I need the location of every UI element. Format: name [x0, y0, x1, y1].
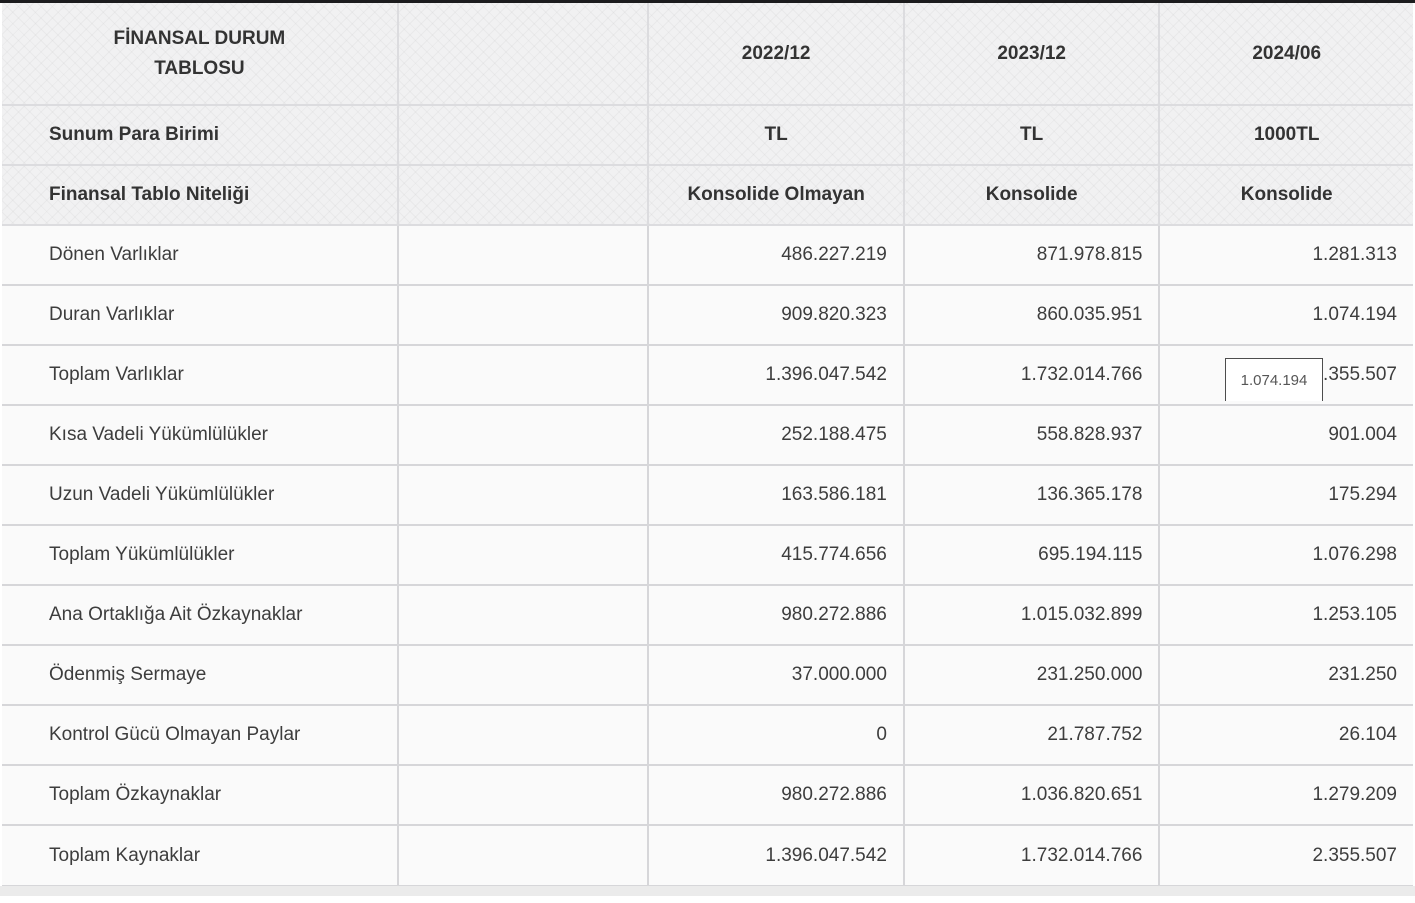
empty-cell [396, 224, 650, 286]
value-cell[interactable]: 901.004 [1158, 404, 1414, 466]
table-row-uzun-vadeli-yukumlulukler: Uzun Vadeli Yükümlülükler 163.586.181 13… [1, 464, 1414, 526]
empty-cell [396, 704, 650, 766]
top-border-bar [0, 0, 1415, 3]
table-header-row-periods: FİNANSAL DURUM TABLOSU 2022/12 2023/12 2… [1, 2, 1414, 106]
currency-row-label: Sunum Para Birimi [1, 104, 399, 166]
value-cell[interactable]: 1.074.194 [1158, 284, 1414, 346]
value-cell[interactable]: 909.820.323 [647, 284, 905, 346]
table-row-kontrol-gucu-olmayan-paylar: Kontrol Gücü Olmayan Paylar 0 21.787.752… [1, 704, 1414, 766]
value-cell[interactable]: 1.015.032.899 [902, 584, 1161, 646]
value-cell[interactable]: 871.978.815 [902, 224, 1161, 286]
statement-type-value: Konsolide Olmayan [647, 164, 905, 226]
table-row-toplam-ozkaynaklar: Toplam Özkaynaklar 980.272.886 1.036.820… [1, 764, 1414, 826]
empty-cell [396, 584, 650, 646]
empty-cell [396, 644, 650, 706]
currency-value: TL [902, 104, 1161, 166]
empty-cell [396, 284, 650, 346]
value-cell[interactable]: 860.035.951 [902, 284, 1161, 346]
table-row-duran-varliklar: Duran Varlıklar 909.820.323 860.035.951 … [1, 284, 1414, 346]
statement-type-value: Konsolide [902, 164, 1161, 226]
table-row-donen-varliklar: Dönen Varlıklar 486.227.219 871.978.815 … [1, 224, 1414, 286]
row-label: Uzun Vadeli Yükümlülükler [1, 464, 399, 526]
value-cell[interactable]: 486.227.219 [647, 224, 905, 286]
statement-type-value: Konsolide [1158, 164, 1414, 226]
empty-cell [396, 2, 650, 106]
value-cell[interactable]: 231.250.000 [902, 644, 1161, 706]
row-label: Kısa Vadeli Yükümlülükler [1, 404, 399, 466]
value-cell[interactable]: 163.586.181 [647, 464, 905, 526]
empty-cell [396, 764, 650, 826]
table-header-row-statement-type: Finansal Tablo Niteliği Konsolide Olmaya… [1, 164, 1414, 226]
value-cell[interactable]: 1.281.313 [1158, 224, 1414, 286]
table-header-row-currency: Sunum Para Birimi TL TL 1000TL [1, 104, 1414, 166]
row-label: Dönen Varlıklar [1, 224, 399, 286]
empty-cell [396, 344, 650, 406]
value-cell[interactable]: 1.732.014.766 [902, 344, 1161, 406]
value-cell[interactable]: 695.194.115 [902, 524, 1161, 586]
row-label: Toplam Kaynaklar [1, 824, 399, 886]
row-label: Kontrol Gücü Olmayan Paylar [1, 704, 399, 766]
currency-value: TL [647, 104, 905, 166]
period-header-2022-12: 2022/12 [647, 2, 905, 106]
value-cell[interactable]: 21.787.752 [902, 704, 1161, 766]
value-cell[interactable]: 558.828.937 [902, 404, 1161, 466]
financial-table-container: FİNANSAL DURUM TABLOSU 2022/12 2023/12 2… [1, 2, 1414, 886]
table-row-odenmis-sermaye: Ödenmiş Sermaye 37.000.000 231.250.000 2… [1, 644, 1414, 706]
value-cell[interactable]: 1.036.820.651 [902, 764, 1161, 826]
table-title: FİNANSAL DURUM TABLOSU [113, 27, 286, 79]
empty-cell [396, 524, 650, 586]
row-label: Toplam Özkaynaklar [1, 764, 399, 826]
value-cell[interactable]: 415.774.656 [647, 524, 905, 586]
value-cell[interactable]: 252.188.475 [647, 404, 905, 466]
value-cell[interactable]: 37.000.000 [647, 644, 905, 706]
row-label: Toplam Varlıklar [1, 344, 399, 406]
row-label: Ödenmiş Sermaye [1, 644, 399, 706]
table-title-cell: FİNANSAL DURUM TABLOSU [1, 2, 399, 106]
value-cell[interactable]: 136.365.178 [902, 464, 1161, 526]
value-cell[interactable]: 1.396.047.542 [647, 344, 905, 406]
financial-position-table: FİNANSAL DURUM TABLOSU 2022/12 2023/12 2… [1, 2, 1414, 886]
empty-cell [396, 104, 650, 166]
period-header-2024-06: 2024/06 [1158, 2, 1414, 106]
row-label: Toplam Yükümlülükler [1, 524, 399, 586]
empty-cell [396, 404, 650, 466]
value-cell[interactable]: 1.396.047.542 [647, 824, 905, 886]
value-cell[interactable]: 1.253.105 [1158, 584, 1414, 646]
value-cell[interactable]: 175.294 [1158, 464, 1414, 526]
empty-cell [396, 464, 650, 526]
table-row-kisa-vadeli-yukumlulukler: Kısa Vadeli Yükümlülükler 252.188.475 55… [1, 404, 1414, 466]
value-cell[interactable]: 1.279.209 [1158, 764, 1414, 826]
table-row-toplam-varliklar: Toplam Varlıklar 1.396.047.542 1.732.014… [1, 344, 1414, 406]
value-cell[interactable]: 1.076.298 [1158, 524, 1414, 586]
bottom-scroll-strip[interactable] [0, 886, 1415, 896]
statement-type-row-label: Finansal Tablo Niteliği [1, 164, 399, 226]
table-row-toplam-yukumlulukler: Toplam Yükümlülükler 415.774.656 695.194… [1, 524, 1414, 586]
value-cell[interactable]: 980.272.886 [647, 764, 905, 826]
cell-hover-tooltip: 1.074.194 [1225, 358, 1323, 401]
period-header-2023-12: 2023/12 [902, 2, 1161, 106]
value-cell[interactable]: 1.732.014.766 [902, 824, 1161, 886]
value-cell[interactable]: 980.272.886 [647, 584, 905, 646]
table-row-ana-ortakliga-ait-ozkaynaklar: Ana Ortaklığa Ait Özkaynaklar 980.272.88… [1, 584, 1414, 646]
empty-cell [396, 824, 650, 886]
table-row-toplam-kaynaklar: Toplam Kaynaklar 1.396.047.542 1.732.014… [1, 824, 1414, 886]
empty-cell [396, 164, 650, 226]
value-cell[interactable]: 26.104 [1158, 704, 1414, 766]
value-cell[interactable]: 231.250 [1158, 644, 1414, 706]
value-cell[interactable]: 2.355.507 [1158, 824, 1414, 886]
row-label: Ana Ortaklığa Ait Özkaynaklar [1, 584, 399, 646]
currency-value: 1000TL [1158, 104, 1414, 166]
value-cell[interactable]: 0 [647, 704, 905, 766]
row-label: Duran Varlıklar [1, 284, 399, 346]
